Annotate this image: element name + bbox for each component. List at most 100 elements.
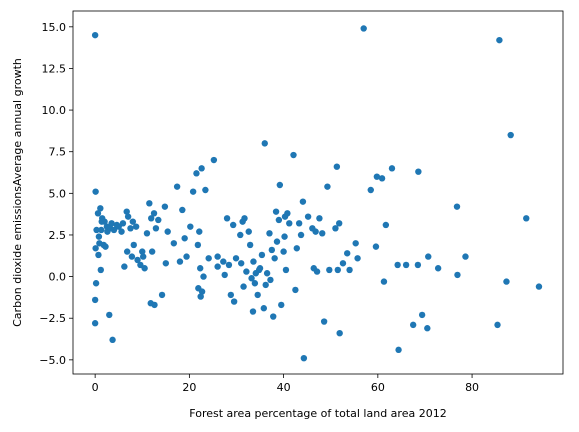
data-point <box>372 243 380 250</box>
data-point <box>507 131 514 139</box>
data-point <box>176 258 184 265</box>
x-axis: 0 20 40 60 80 <box>92 374 479 394</box>
data-point <box>229 221 237 229</box>
x-tick-label: 80 <box>465 381 479 394</box>
data-point <box>91 31 99 39</box>
data-point <box>248 275 255 282</box>
data-point <box>221 271 228 279</box>
data-point <box>121 263 128 270</box>
x-tick-label: 0 <box>92 381 99 394</box>
data-point <box>280 248 287 255</box>
data-point <box>146 200 153 207</box>
data-point <box>108 220 115 227</box>
data-point <box>161 203 169 210</box>
data-point <box>268 246 276 254</box>
data-point <box>95 251 102 259</box>
data-point <box>414 261 422 269</box>
data-point <box>462 253 469 260</box>
data-point <box>249 308 257 315</box>
data-point <box>150 210 158 217</box>
data-point <box>214 263 221 270</box>
data-point <box>284 210 291 217</box>
data-point <box>93 226 100 234</box>
data-point <box>263 270 271 277</box>
data-point <box>293 245 300 252</box>
data-point <box>179 206 186 214</box>
data-point <box>290 151 297 159</box>
data-point <box>225 261 233 269</box>
data-point <box>91 296 99 304</box>
data-point <box>227 291 235 299</box>
data-point <box>123 248 131 255</box>
data-point <box>380 278 388 285</box>
data-point <box>223 215 231 222</box>
data-point <box>258 251 266 259</box>
data-point <box>281 233 288 240</box>
data-point <box>97 205 104 212</box>
y-tick-label: −5.0 <box>39 354 66 367</box>
x-tick-label: 60 <box>371 381 385 394</box>
data-point <box>148 248 156 255</box>
data-point <box>282 266 290 274</box>
data-point <box>123 208 130 215</box>
data-point <box>313 268 321 275</box>
data-point <box>141 265 148 272</box>
data-point <box>271 255 278 262</box>
data-point <box>395 346 402 354</box>
data-point <box>181 235 188 242</box>
data-point <box>118 228 125 235</box>
data-point <box>494 321 501 329</box>
plot-frame <box>72 10 564 375</box>
data-point <box>251 280 259 287</box>
data-point <box>275 216 283 224</box>
data-point <box>170 240 178 247</box>
data-point <box>113 221 121 229</box>
data-point <box>129 218 137 225</box>
data-point <box>388 165 396 172</box>
data-point <box>230 298 238 305</box>
y-tick-label: 2.5 <box>49 229 67 242</box>
data-point <box>124 213 132 220</box>
data-point <box>220 258 227 265</box>
data-point <box>270 313 277 320</box>
data-point <box>240 283 247 290</box>
data-point <box>496 36 503 44</box>
data-point <box>378 175 386 182</box>
x-tick-label: 20 <box>182 381 196 394</box>
data-point <box>183 253 190 260</box>
data-point <box>151 301 158 309</box>
data-point <box>352 240 359 247</box>
data-point <box>256 265 264 272</box>
data-point <box>409 321 417 329</box>
data-point <box>197 265 204 272</box>
data-point <box>354 255 361 262</box>
points-layer <box>91 25 543 362</box>
y-tick-label: 0.0 <box>49 271 67 284</box>
data-point <box>92 280 100 287</box>
data-point <box>155 216 162 224</box>
data-point <box>292 286 299 294</box>
data-point <box>119 220 127 227</box>
data-point <box>205 255 212 262</box>
y-tick-label: 5.0 <box>49 187 67 200</box>
data-point <box>210 156 218 164</box>
data-point <box>266 230 273 237</box>
data-point <box>130 241 137 249</box>
x-axis-label: Forest area percentage of total land are… <box>189 407 446 420</box>
data-point <box>326 266 333 274</box>
data-point <box>92 245 99 252</box>
data-point <box>424 325 431 332</box>
data-point <box>261 140 268 147</box>
data-point <box>320 318 328 325</box>
data-point <box>134 256 141 264</box>
data-point <box>202 186 209 194</box>
data-point <box>197 293 204 300</box>
data-point <box>295 220 303 227</box>
y-tick-label: 10.0 <box>42 104 67 117</box>
data-point <box>319 230 326 237</box>
data-point <box>316 215 323 222</box>
data-point <box>453 203 461 210</box>
data-point <box>394 261 401 269</box>
data-point <box>276 181 284 189</box>
